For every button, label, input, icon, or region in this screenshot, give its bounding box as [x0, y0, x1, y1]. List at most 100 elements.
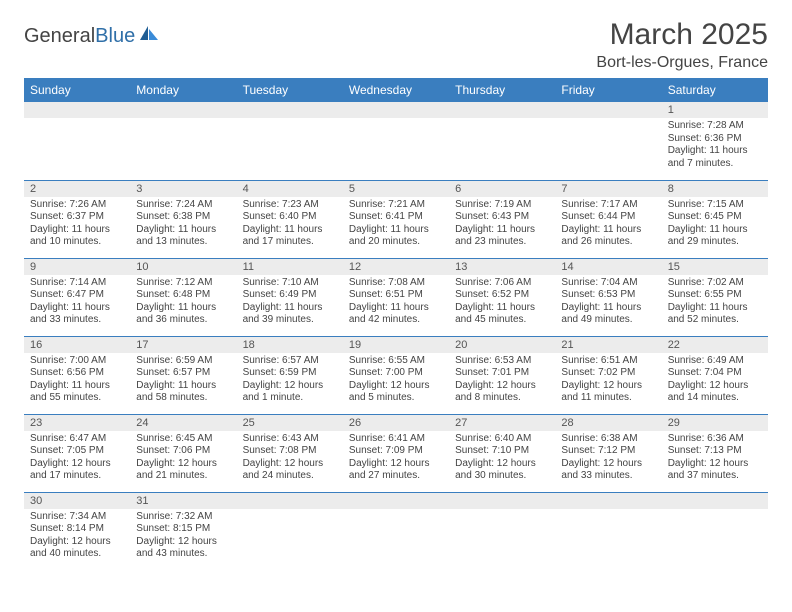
day-number: 28 [555, 415, 661, 431]
day-number: 9 [24, 259, 130, 275]
day-info: Sunrise: 7:26 AMSunset: 6:37 PMDaylight:… [24, 197, 130, 253]
day-info: Sunrise: 7:06 AMSunset: 6:52 PMDaylight:… [449, 275, 555, 331]
brand-part1: General [24, 25, 95, 48]
calendar-row: 30Sunrise: 7:34 AMSunset: 8:14 PMDayligh… [24, 492, 768, 570]
calendar-cell: 3Sunrise: 7:24 AMSunset: 6:38 PMDaylight… [130, 180, 236, 258]
day-info: Sunrise: 6:55 AMSunset: 7:00 PMDaylight:… [343, 353, 449, 409]
sail-icon [138, 24, 160, 42]
day-header: Saturday [662, 78, 768, 102]
day-number: 30 [24, 493, 130, 509]
calendar-cell: 14Sunrise: 7:04 AMSunset: 6:53 PMDayligh… [555, 258, 661, 336]
day-info: Sunrise: 6:57 AMSunset: 6:59 PMDaylight:… [237, 353, 343, 409]
day-number [130, 102, 236, 118]
calendar-cell [449, 492, 555, 570]
day-number [343, 102, 449, 118]
day-header: Friday [555, 78, 661, 102]
day-info: Sunrise: 7:28 AMSunset: 6:36 PMDaylight:… [662, 118, 768, 174]
calendar-cell: 28Sunrise: 6:38 AMSunset: 7:12 PMDayligh… [555, 414, 661, 492]
calendar-cell: 23Sunrise: 6:47 AMSunset: 7:05 PMDayligh… [24, 414, 130, 492]
day-info: Sunrise: 7:19 AMSunset: 6:43 PMDaylight:… [449, 197, 555, 253]
calendar-cell: 17Sunrise: 6:59 AMSunset: 6:57 PMDayligh… [130, 336, 236, 414]
brand-logo: GeneralBlue [24, 24, 160, 48]
calendar-cell: 11Sunrise: 7:10 AMSunset: 6:49 PMDayligh… [237, 258, 343, 336]
calendar-cell: 6Sunrise: 7:19 AMSunset: 6:43 PMDaylight… [449, 180, 555, 258]
calendar-cell [237, 492, 343, 570]
day-info: Sunrise: 7:24 AMSunset: 6:38 PMDaylight:… [130, 197, 236, 253]
day-info: Sunrise: 7:23 AMSunset: 6:40 PMDaylight:… [237, 197, 343, 253]
day-info: Sunrise: 7:12 AMSunset: 6:48 PMDaylight:… [130, 275, 236, 331]
day-number: 12 [343, 259, 449, 275]
day-info: Sunrise: 6:49 AMSunset: 7:04 PMDaylight:… [662, 353, 768, 409]
day-number: 19 [343, 337, 449, 353]
day-number: 17 [130, 337, 236, 353]
calendar-cell [555, 102, 661, 180]
day-info: Sunrise: 6:51 AMSunset: 7:02 PMDaylight:… [555, 353, 661, 409]
calendar-cell: 8Sunrise: 7:15 AMSunset: 6:45 PMDaylight… [662, 180, 768, 258]
calendar-cell: 30Sunrise: 7:34 AMSunset: 8:14 PMDayligh… [24, 492, 130, 570]
day-number: 7 [555, 181, 661, 197]
title-block: March 2025 Bort-les-Orgues, France [596, 18, 768, 72]
calendar-cell: 21Sunrise: 6:51 AMSunset: 7:02 PMDayligh… [555, 336, 661, 414]
calendar-cell: 18Sunrise: 6:57 AMSunset: 6:59 PMDayligh… [237, 336, 343, 414]
day-info: Sunrise: 7:10 AMSunset: 6:49 PMDaylight:… [237, 275, 343, 331]
day-info: Sunrise: 7:34 AMSunset: 8:14 PMDaylight:… [24, 509, 130, 565]
day-info: Sunrise: 6:38 AMSunset: 7:12 PMDaylight:… [555, 431, 661, 487]
brand-part2: Blue [95, 25, 135, 48]
day-info: Sunrise: 7:15 AMSunset: 6:45 PMDaylight:… [662, 197, 768, 253]
day-number: 18 [237, 337, 343, 353]
day-number: 11 [237, 259, 343, 275]
calendar-cell: 29Sunrise: 6:36 AMSunset: 7:13 PMDayligh… [662, 414, 768, 492]
calendar-row: 2Sunrise: 7:26 AMSunset: 6:37 PMDaylight… [24, 180, 768, 258]
day-number: 25 [237, 415, 343, 431]
calendar-row: 23Sunrise: 6:47 AMSunset: 7:05 PMDayligh… [24, 414, 768, 492]
calendar-cell: 19Sunrise: 6:55 AMSunset: 7:00 PMDayligh… [343, 336, 449, 414]
day-header: Wednesday [343, 78, 449, 102]
day-number [343, 493, 449, 509]
calendar-cell [24, 102, 130, 180]
calendar-cell [662, 492, 768, 570]
calendar-cell: 9Sunrise: 7:14 AMSunset: 6:47 PMDaylight… [24, 258, 130, 336]
day-number [449, 493, 555, 509]
calendar-cell: 22Sunrise: 6:49 AMSunset: 7:04 PMDayligh… [662, 336, 768, 414]
calendar-cell: 16Sunrise: 7:00 AMSunset: 6:56 PMDayligh… [24, 336, 130, 414]
calendar-row: 1Sunrise: 7:28 AMSunset: 6:36 PMDaylight… [24, 102, 768, 180]
day-number: 31 [130, 493, 236, 509]
day-number [555, 493, 661, 509]
day-number [237, 102, 343, 118]
day-number: 26 [343, 415, 449, 431]
page-header: GeneralBlue March 2025 Bort-les-Orgues, … [24, 18, 768, 72]
day-header: Thursday [449, 78, 555, 102]
location-subtitle: Bort-les-Orgues, France [596, 54, 768, 72]
day-number: 27 [449, 415, 555, 431]
calendar-cell: 13Sunrise: 7:06 AMSunset: 6:52 PMDayligh… [449, 258, 555, 336]
day-header: Monday [130, 78, 236, 102]
day-info: Sunrise: 6:36 AMSunset: 7:13 PMDaylight:… [662, 431, 768, 487]
day-number [449, 102, 555, 118]
calendar-cell: 10Sunrise: 7:12 AMSunset: 6:48 PMDayligh… [130, 258, 236, 336]
calendar-cell: 31Sunrise: 7:32 AMSunset: 8:15 PMDayligh… [130, 492, 236, 570]
calendar-cell: 7Sunrise: 7:17 AMSunset: 6:44 PMDaylight… [555, 180, 661, 258]
calendar-cell: 25Sunrise: 6:43 AMSunset: 7:08 PMDayligh… [237, 414, 343, 492]
day-number: 8 [662, 181, 768, 197]
calendar-table: SundayMondayTuesdayWednesdayThursdayFrid… [24, 78, 768, 570]
day-info: Sunrise: 7:17 AMSunset: 6:44 PMDaylight:… [555, 197, 661, 253]
calendar-cell: 5Sunrise: 7:21 AMSunset: 6:41 PMDaylight… [343, 180, 449, 258]
calendar-cell [343, 102, 449, 180]
day-info: Sunrise: 6:40 AMSunset: 7:10 PMDaylight:… [449, 431, 555, 487]
calendar-body: 1Sunrise: 7:28 AMSunset: 6:36 PMDaylight… [24, 102, 768, 570]
calendar-cell: 24Sunrise: 6:45 AMSunset: 7:06 PMDayligh… [130, 414, 236, 492]
calendar-cell: 2Sunrise: 7:26 AMSunset: 6:37 PMDaylight… [24, 180, 130, 258]
day-info: Sunrise: 7:00 AMSunset: 6:56 PMDaylight:… [24, 353, 130, 409]
day-number: 23 [24, 415, 130, 431]
day-info: Sunrise: 6:47 AMSunset: 7:05 PMDaylight:… [24, 431, 130, 487]
calendar-row: 9Sunrise: 7:14 AMSunset: 6:47 PMDaylight… [24, 258, 768, 336]
calendar-row: 16Sunrise: 7:00 AMSunset: 6:56 PMDayligh… [24, 336, 768, 414]
page-title: March 2025 [596, 18, 768, 52]
calendar-page: GeneralBlue March 2025 Bort-les-Orgues, … [0, 0, 792, 580]
day-number [662, 493, 768, 509]
calendar-cell: 4Sunrise: 7:23 AMSunset: 6:40 PMDaylight… [237, 180, 343, 258]
day-header: Sunday [24, 78, 130, 102]
calendar-head: SundayMondayTuesdayWednesdayThursdayFrid… [24, 78, 768, 102]
calendar-cell [555, 492, 661, 570]
day-number: 6 [449, 181, 555, 197]
